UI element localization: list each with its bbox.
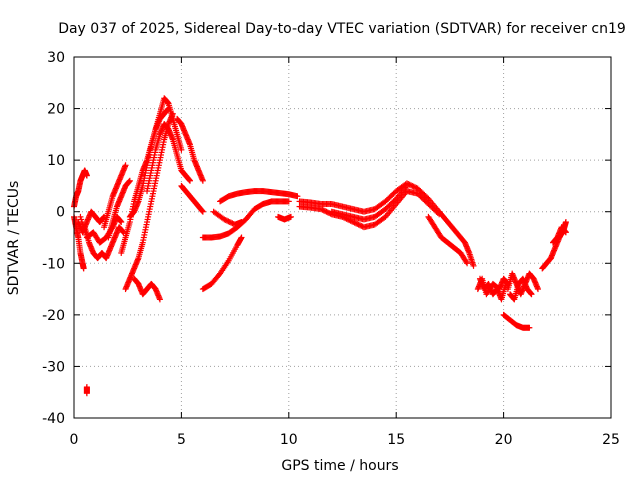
data-point <box>322 208 329 215</box>
y-tick-label: -20 <box>42 308 65 324</box>
data-point <box>326 210 333 217</box>
y-tick-label: -10 <box>42 256 65 272</box>
data-point <box>410 183 417 190</box>
data-point <box>320 207 327 214</box>
data-point <box>222 217 229 224</box>
data-point <box>178 146 185 153</box>
data-point <box>126 177 133 184</box>
data-point <box>80 265 87 272</box>
data-point <box>323 208 330 215</box>
y-tick-label: 20 <box>47 102 65 118</box>
data-point <box>120 229 127 236</box>
data-point <box>221 216 228 223</box>
data-point <box>122 162 129 169</box>
data-point <box>407 182 414 189</box>
data-point <box>463 258 470 265</box>
data-point <box>285 198 292 205</box>
data-point <box>118 219 125 226</box>
x-tick-label: 5 <box>177 432 186 448</box>
y-tick-label: -40 <box>42 411 65 427</box>
data-point <box>225 218 232 225</box>
x-tick-label: 15 <box>387 432 405 448</box>
data-point <box>562 229 569 236</box>
data-point <box>287 213 294 220</box>
data-point <box>354 220 361 227</box>
data-point <box>406 181 413 188</box>
y-tick-label: 0 <box>56 205 65 221</box>
data-point <box>526 324 533 331</box>
data-point <box>228 219 235 226</box>
data-point <box>464 260 471 267</box>
data-points <box>71 95 569 397</box>
data-point <box>199 177 206 184</box>
x-axis-label: GPS time / hours <box>281 458 398 474</box>
data-point <box>319 206 326 213</box>
y-tick-label: 10 <box>47 153 65 169</box>
data-point <box>238 219 245 226</box>
data-point <box>318 206 325 213</box>
x-tick-label: 20 <box>495 432 513 448</box>
data-point <box>356 222 363 229</box>
data-point <box>352 220 359 227</box>
data-point <box>294 193 301 200</box>
x-tick-label: 0 <box>70 432 79 448</box>
data-point <box>83 390 90 397</box>
data-point <box>562 219 569 226</box>
data-point <box>226 219 233 226</box>
y-axis-label: SDTVAR / TECUs <box>6 181 22 296</box>
x-tick-label: 10 <box>280 432 298 448</box>
data-point <box>83 172 90 179</box>
data-point <box>409 182 416 189</box>
data-point <box>324 209 331 216</box>
chart-title: Day 037 of 2025, Sidereal Day-to-day VTE… <box>58 21 626 37</box>
data-point <box>403 182 410 189</box>
x-tick-label: 25 <box>602 432 620 448</box>
plot-frame <box>73 56 612 419</box>
ticks: 0 5 10 15 20 25 -40 -30 -20 -10 0 10 20 30 <box>42 50 620 448</box>
data-point <box>411 184 418 191</box>
data-point <box>186 177 193 184</box>
data-point <box>391 197 398 204</box>
data-point <box>156 296 163 303</box>
data-point <box>199 208 206 215</box>
data-point <box>229 220 236 227</box>
data-point <box>238 234 245 241</box>
data-point <box>224 217 231 224</box>
data-point <box>534 286 541 293</box>
data-point <box>355 221 362 228</box>
data-point <box>358 222 365 229</box>
data-point <box>470 262 477 269</box>
y-tick-label: 30 <box>47 50 65 66</box>
data-point <box>350 219 357 226</box>
data-point <box>351 219 358 226</box>
y-tick-label: -30 <box>42 359 65 375</box>
data-point <box>528 291 535 298</box>
